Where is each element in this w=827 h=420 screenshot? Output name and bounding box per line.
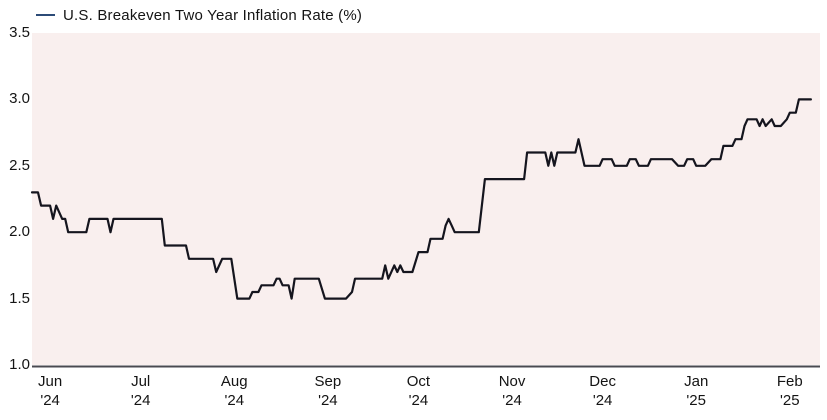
legend-dash-icon [36, 13, 55, 17]
x-tick-label: Dec '24 [589, 373, 616, 409]
y-tick-label: 1.0 [9, 356, 30, 373]
x-tick-label: Jul '24 [130, 373, 151, 409]
y-tick-label: 3.0 [9, 90, 30, 108]
x-tick-label: Sep '24 [314, 373, 342, 409]
plot-area [32, 33, 820, 365]
legend: U.S. Breakeven Two Year Inflation Rate (… [36, 4, 362, 26]
x-tick-label: Nov '24 [498, 373, 526, 409]
x-tick-label: Jun '24 [38, 373, 63, 409]
x-tick-label: Jan '25 [684, 373, 709, 409]
y-tick-label: 1.5 [9, 289, 30, 307]
chart-title: U.S. Breakeven Two Year Inflation Rate (… [63, 6, 363, 24]
y-tick-label: 3.5 [9, 24, 30, 41]
x-tick-label: Oct '24 [406, 373, 431, 409]
y-tick-label: 2.0 [9, 223, 30, 241]
x-tick-label: Feb '25 [776, 373, 803, 409]
x-tick-label: Aug '24 [220, 373, 248, 409]
y-tick-label: 2.5 [9, 156, 30, 174]
